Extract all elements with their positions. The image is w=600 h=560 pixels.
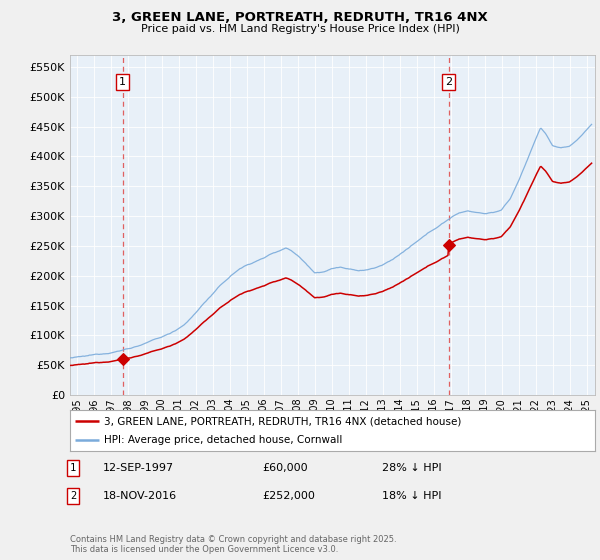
Text: 3, GREEN LANE, PORTREATH, REDRUTH, TR16 4NX (detached house): 3, GREEN LANE, PORTREATH, REDRUTH, TR16 … [104,417,461,426]
Point [444,240,454,249]
Text: 1: 1 [119,77,126,87]
Text: Price paid vs. HM Land Registry's House Price Index (HPI): Price paid vs. HM Land Registry's House … [140,24,460,34]
Text: Contains HM Land Registry data © Crown copyright and database right 2025.
This d: Contains HM Land Registry data © Crown c… [70,535,397,554]
Text: 1: 1 [70,463,76,473]
Text: HPI: Average price, detached house, Cornwall: HPI: Average price, detached house, Corn… [104,435,343,445]
Point [118,354,127,363]
Text: 28% ↓ HPI: 28% ↓ HPI [382,463,442,473]
Text: 18-NOV-2016: 18-NOV-2016 [103,491,177,501]
Text: 12-SEP-1997: 12-SEP-1997 [103,463,174,473]
Text: 2: 2 [445,77,452,87]
Text: 2: 2 [70,491,76,501]
Text: £252,000: £252,000 [262,491,315,501]
Text: 3, GREEN LANE, PORTREATH, REDRUTH, TR16 4NX: 3, GREEN LANE, PORTREATH, REDRUTH, TR16 … [112,11,488,24]
Text: £60,000: £60,000 [262,463,308,473]
Text: 18% ↓ HPI: 18% ↓ HPI [382,491,442,501]
